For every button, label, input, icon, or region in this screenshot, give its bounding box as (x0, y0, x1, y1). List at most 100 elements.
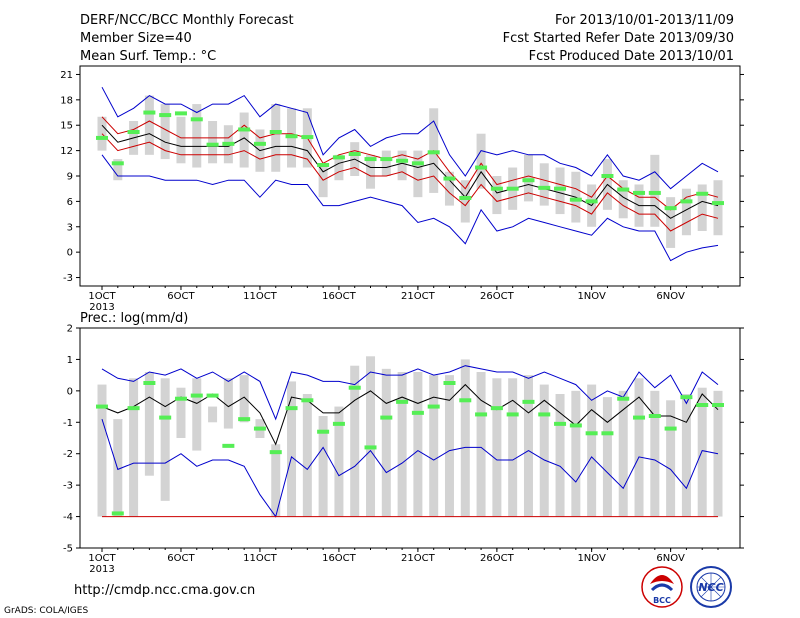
marker (396, 399, 409, 404)
range-bar (492, 378, 502, 517)
x-tick-label: 26OCT (480, 553, 515, 564)
x-tick-label: 6NOV (656, 291, 685, 302)
range-bar (381, 368, 391, 517)
range-bar (697, 387, 707, 517)
x-year-label: 2013 (89, 564, 114, 575)
range-bar (129, 378, 139, 517)
marker (96, 135, 108, 140)
range-bar (381, 150, 391, 176)
x-tick-label: 21OCT (401, 291, 436, 302)
marker (174, 111, 187, 116)
y-tick-label: 2 (67, 324, 73, 335)
marker (96, 404, 108, 409)
x-tick-label: 6OCT (167, 291, 195, 302)
ncc-logo: NCC (690, 566, 732, 608)
marker (490, 186, 503, 191)
range-bar (697, 184, 707, 231)
x-tick-label: 6NOV (656, 553, 685, 564)
series-line-lower (101, 133, 719, 232)
range-bar (334, 154, 344, 181)
range-bar (444, 375, 454, 517)
range-bar (113, 159, 123, 181)
range-bar (287, 381, 297, 517)
marker (127, 130, 140, 134)
marker (380, 415, 393, 420)
marker (206, 142, 219, 147)
marker (332, 421, 345, 426)
range-bar (571, 390, 581, 517)
range-bar (523, 375, 533, 517)
range-bar (97, 116, 107, 151)
marker (680, 395, 693, 400)
fcst-produced-label: Fcst Produced Date 2013/10/01 (529, 49, 734, 64)
y-tick-label: 21 (60, 70, 73, 81)
marker (475, 165, 488, 170)
source-url[interactable]: http://cmdp.ncc.cma.gov.cn (74, 583, 255, 598)
marker (633, 415, 646, 420)
marker (269, 450, 282, 455)
range-bar (634, 378, 644, 517)
x-tick-label: 11OCT (243, 291, 278, 302)
range-bar (160, 378, 170, 501)
marker (696, 191, 709, 196)
marker (174, 396, 187, 401)
range-bar (666, 400, 676, 517)
marker (617, 396, 630, 401)
range-bar (650, 390, 660, 517)
y-tick-label: -5 (63, 544, 73, 555)
y-tick-label: 12 (60, 146, 73, 157)
range-bar (208, 406, 218, 423)
x-tick-label: 26OCT (480, 291, 515, 302)
range-bar (192, 104, 202, 168)
marker (238, 417, 251, 422)
marker (459, 398, 472, 403)
fcst-started-label: Fcst Started Refer Date 2013/09/30 (503, 31, 734, 46)
range-bar (681, 188, 691, 236)
marker (364, 157, 377, 162)
marker (712, 403, 724, 407)
bcc-logo-text: BCC (653, 596, 671, 605)
series-line-max (101, 365, 719, 421)
range-bar (271, 444, 281, 517)
marker (317, 163, 330, 167)
marker (585, 431, 598, 436)
x-tick-label: 6OCT (167, 553, 195, 564)
y-tick-label: -3 (63, 481, 73, 492)
y-tick-label: 15 (60, 121, 73, 132)
marker (554, 186, 567, 191)
range-bar (681, 394, 691, 517)
marker (190, 393, 203, 398)
x-tick-label: 16OCT (322, 553, 357, 564)
range-bar (539, 384, 549, 517)
range-bar (539, 163, 549, 206)
range-bar (413, 372, 423, 517)
chart-title: DERF/NCC/BCC Monthly Forecast (80, 13, 294, 28)
marker (648, 414, 661, 418)
marker (411, 161, 424, 166)
marker (380, 157, 393, 162)
range-bar (555, 167, 565, 215)
marker (680, 199, 693, 204)
y-tick-label: 0 (67, 248, 73, 259)
marker (285, 134, 298, 139)
range-bar (618, 180, 628, 219)
marker (712, 201, 724, 206)
marker (538, 412, 551, 417)
x-tick-label: 1NOV (577, 291, 606, 302)
marker (143, 381, 156, 385)
marker (127, 406, 140, 411)
range-bar (413, 150, 423, 198)
range-bar (555, 394, 565, 517)
range-bar (460, 359, 470, 517)
marker (427, 404, 440, 409)
range-bar (587, 384, 597, 517)
y-tick-label: -4 (63, 512, 73, 523)
range-bar (713, 180, 723, 236)
y-tick-label: 3 (67, 222, 73, 233)
marker (396, 158, 409, 163)
marker (569, 423, 582, 428)
marker (159, 113, 172, 118)
marker (664, 206, 677, 211)
ncc-logo-text: NCC (698, 581, 723, 594)
marker (506, 412, 519, 417)
